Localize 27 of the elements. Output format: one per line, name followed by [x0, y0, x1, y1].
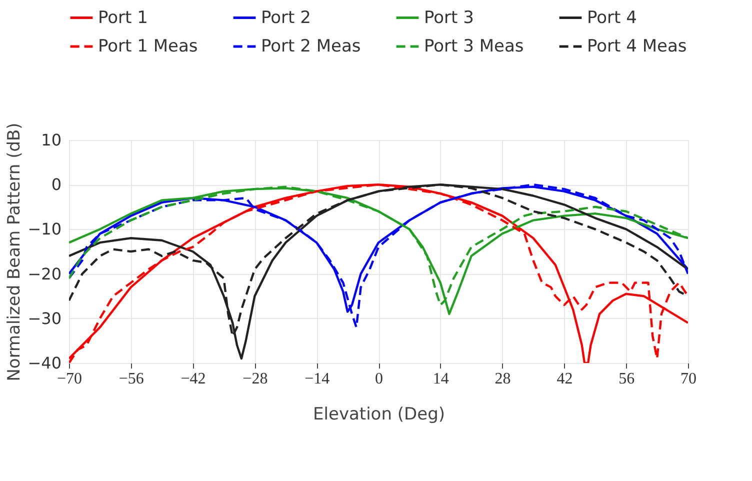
- legend-label: Port 2: [261, 8, 311, 28]
- x-tick-label: 0: [375, 370, 383, 388]
- legend-label: Port 4 Meas: [587, 36, 687, 56]
- y-axis-title: Normalized Beam Pattern (dB): [4, 122, 25, 382]
- x-tick-label: −70: [56, 370, 82, 388]
- x-tick-label: −42: [180, 370, 206, 388]
- y-tick-label: −40: [28, 354, 62, 372]
- x-tick-label: 28: [494, 370, 511, 388]
- x-tick-label: −14: [304, 370, 330, 388]
- legend-label: Port 2 Meas: [261, 36, 361, 56]
- x-tick-label: 70: [680, 370, 696, 388]
- x-tick-label: 42: [556, 370, 573, 388]
- x-tick-label: −56: [118, 370, 144, 388]
- x-axis-title: Elevation (Deg): [313, 404, 445, 424]
- y-tick-label: −10: [28, 220, 62, 239]
- legend-label: Port 4: [587, 8, 637, 28]
- y-tick-label: 10: [41, 130, 62, 150]
- legend-label: Port 1: [98, 8, 148, 28]
- x-tick-label: 14: [432, 370, 449, 388]
- y-tick-label: −20: [28, 264, 62, 284]
- x-tick-label: −28: [242, 370, 268, 388]
- y-tick-label: 0: [51, 175, 62, 194]
- y-tick-label: −30: [28, 308, 62, 328]
- legend-label: Port 3: [424, 8, 474, 28]
- x-tick-label: 56: [618, 370, 635, 388]
- legend-label: Port 1 Meas: [98, 36, 198, 56]
- legend-label: Port 3 Meas: [424, 36, 524, 56]
